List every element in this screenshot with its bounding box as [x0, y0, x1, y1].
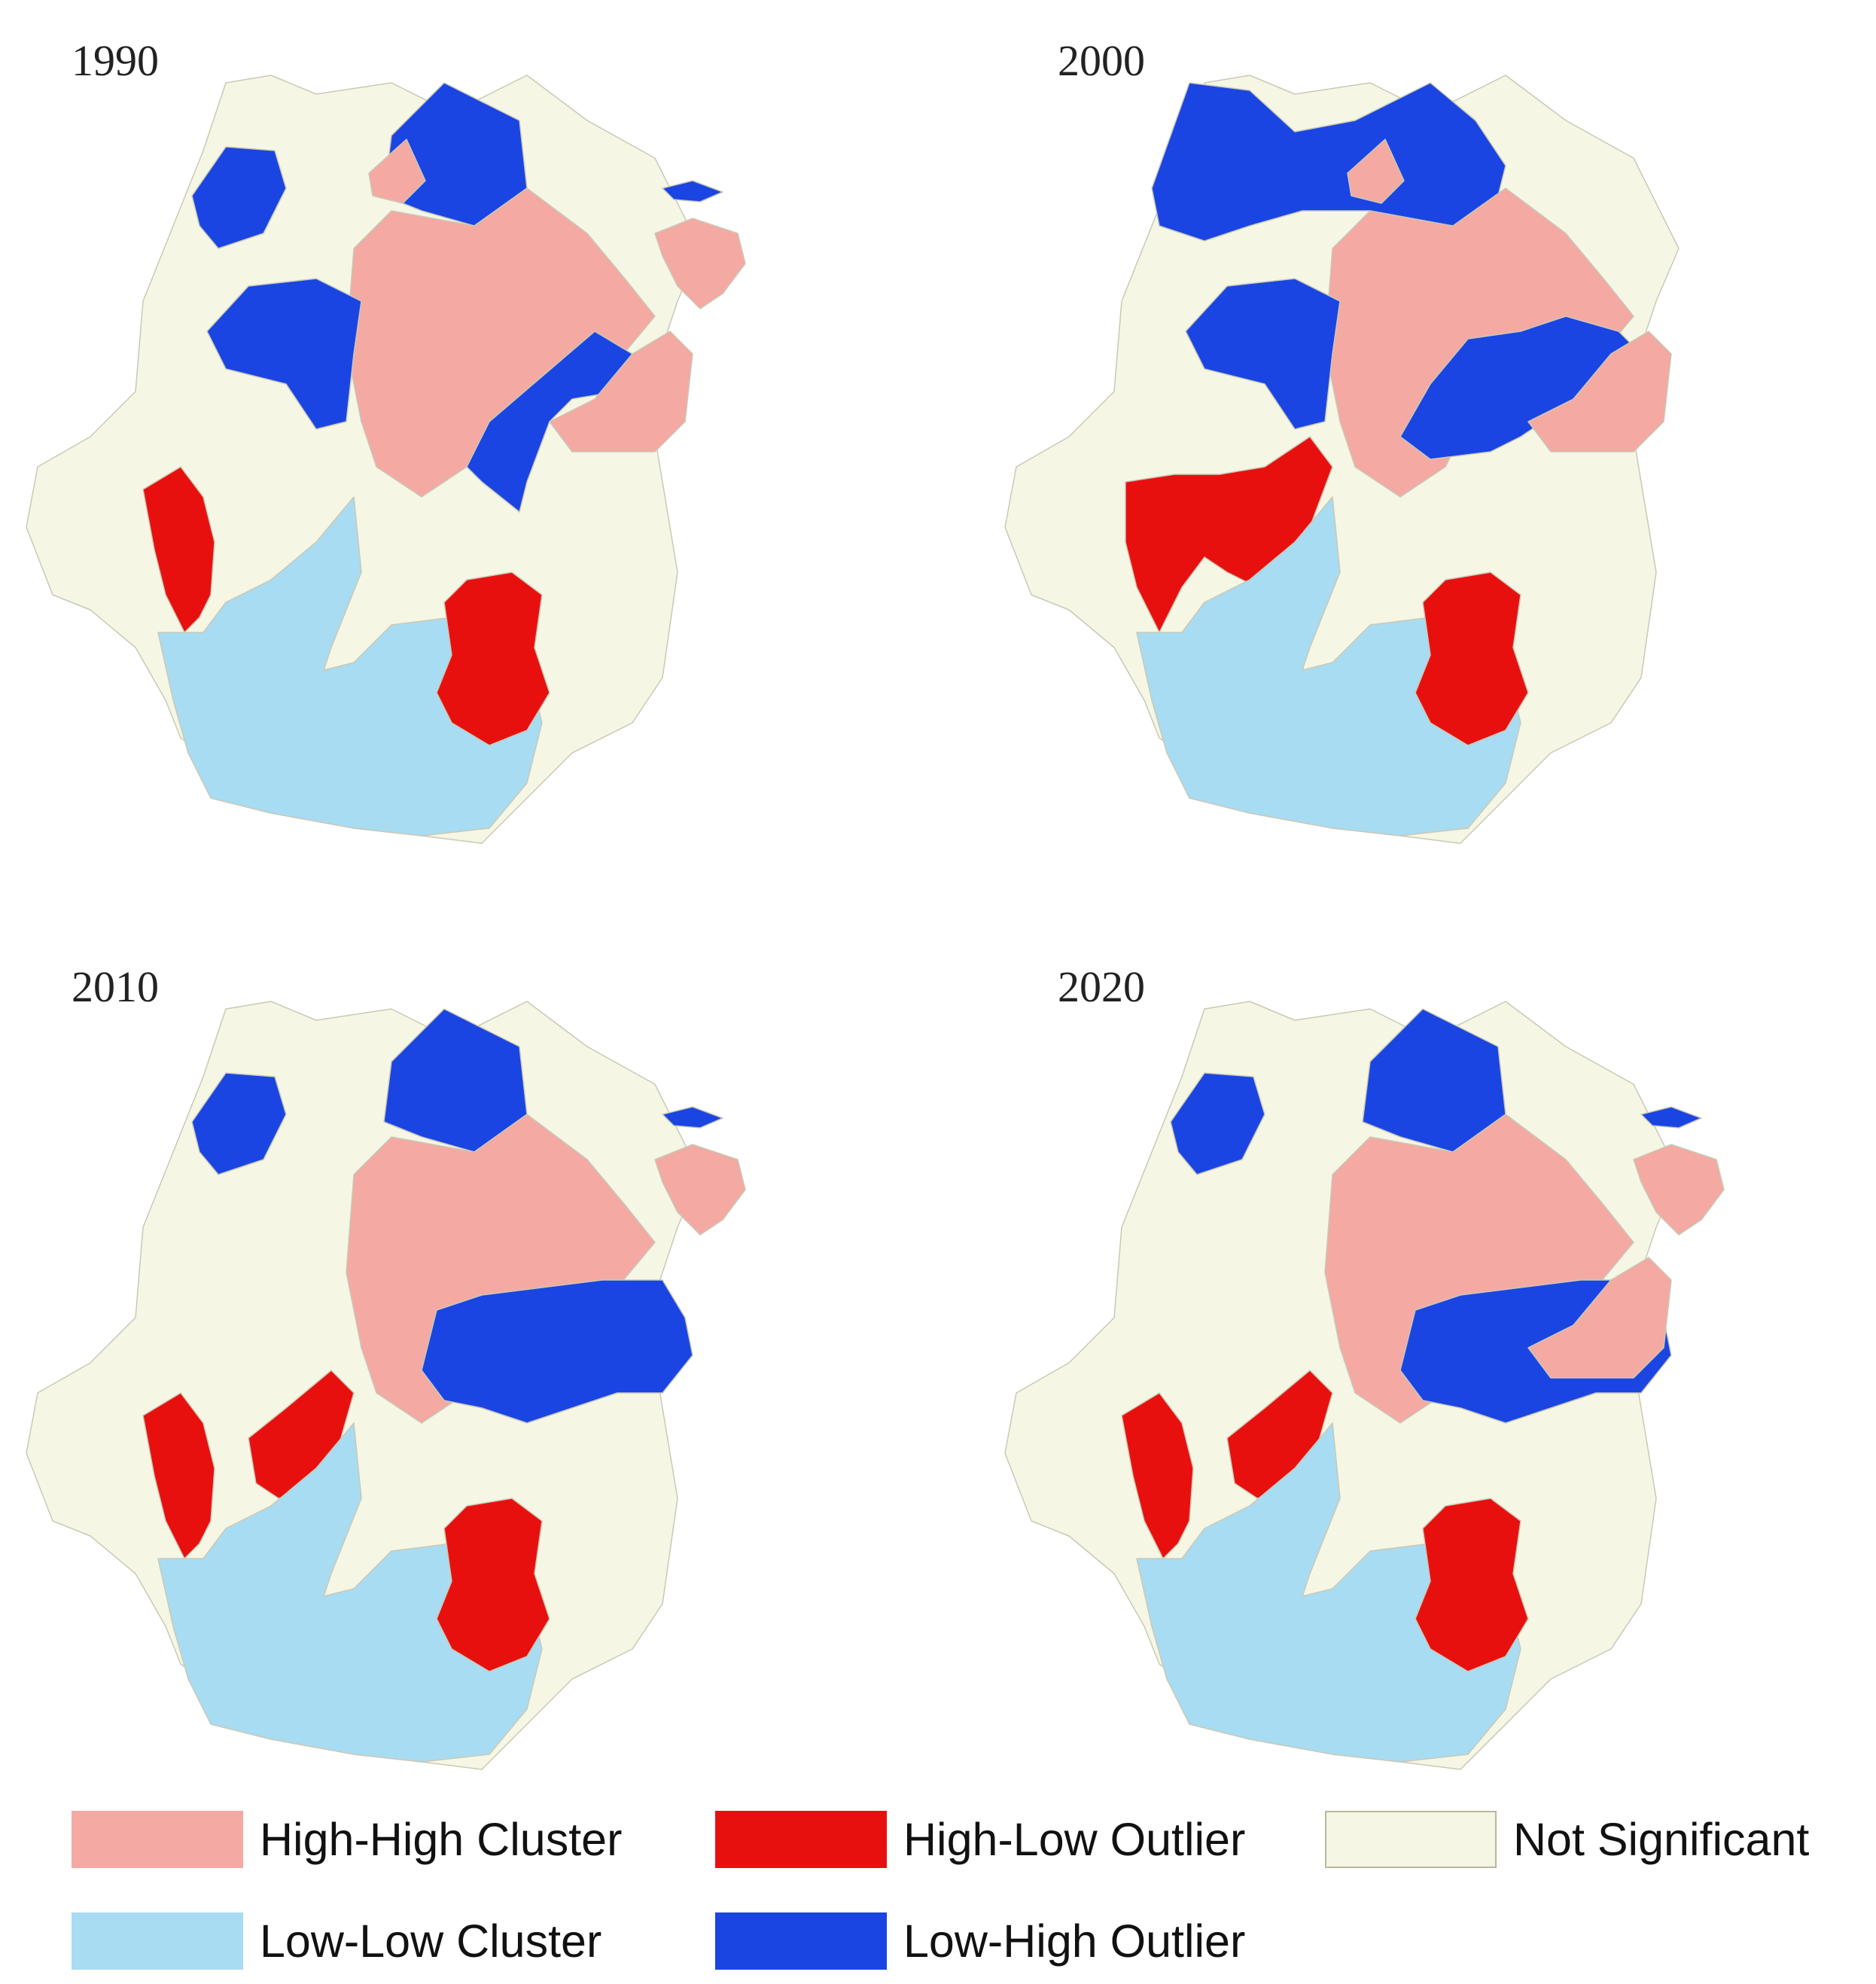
year-label: 2010: [72, 962, 159, 1011]
region-lh-west-mid: [1185, 278, 1341, 430]
region-lh-nw: [191, 146, 287, 249]
region-hh-island: [654, 1144, 746, 1236]
legend-item-high-low: High-Low Outlier: [715, 1811, 1245, 1868]
region-hh-island: [1633, 1144, 1725, 1236]
legend-swatch-not-significant: [1325, 1811, 1497, 1868]
region-hh-north-small: [368, 139, 426, 204]
legend-swatch-low-low: [72, 1912, 243, 1970]
region-hh-east: [549, 331, 693, 453]
region-hh-island: [654, 218, 746, 309]
legend-item-high-high: High-High Cluster: [72, 1811, 622, 1868]
region-hl-southeast: [436, 1498, 550, 1672]
region-lh-island: [1640, 1106, 1702, 1129]
region-hh-east: [1527, 331, 1672, 453]
map-panel-2000: 2000: [1004, 36, 1680, 844]
year-label: 1990: [72, 36, 159, 85]
legend-item-low-low: Low-Low Cluster: [72, 1912, 601, 1970]
region-hl-southeast: [436, 571, 550, 746]
legend-swatch-low-high: [715, 1912, 887, 1970]
region-hl-southeast: [1415, 571, 1529, 746]
map-panel-2010: 2010: [26, 962, 746, 1770]
legend-swatch-high-low: [715, 1811, 887, 1868]
legend-label-not-significant: Not Significant: [1513, 1814, 1810, 1865]
region-lh-island: [662, 180, 723, 203]
region-hh-east: [1527, 1257, 1672, 1379]
legend-item-low-high: Low-High Outlier: [715, 1912, 1245, 1970]
region-hh-north-small: [1347, 139, 1405, 204]
year-label: 2000: [1058, 36, 1145, 85]
region-hl-west: [142, 1392, 215, 1559]
region-hl-west: [142, 466, 215, 633]
region-hl-west: [1121, 1392, 1194, 1559]
legend-label-low-low: Low-Low Cluster: [260, 1915, 602, 1967]
map-panel-1990: 1990: [26, 36, 746, 844]
map-panel-2020: 2020: [1004, 962, 1725, 1770]
legend-swatch-high-high: [72, 1811, 243, 1868]
legend-label-high-low: High-Low Outlier: [903, 1814, 1246, 1865]
legend-label-high-high: High-High Cluster: [260, 1814, 623, 1865]
legend-label-low-high: Low-High Outlier: [903, 1915, 1246, 1967]
lisa-map-panels: 1990 2000 2010 2020: [26, 36, 1725, 1770]
region-lh-island: [662, 1106, 723, 1129]
region-lh-east-band: [421, 1279, 693, 1424]
legend-item-not-significant: Not Significant: [1325, 1811, 1809, 1868]
region-lh-nw: [191, 1072, 287, 1175]
region-lh-west-mid: [206, 278, 362, 430]
region-lh-nw: [1170, 1072, 1265, 1175]
map-legend: High-High Cluster High-Low Outlier Not S…: [0, 1792, 1876, 1984]
year-label: 2020: [1058, 962, 1145, 1011]
region-hl-southeast: [1415, 1498, 1529, 1672]
